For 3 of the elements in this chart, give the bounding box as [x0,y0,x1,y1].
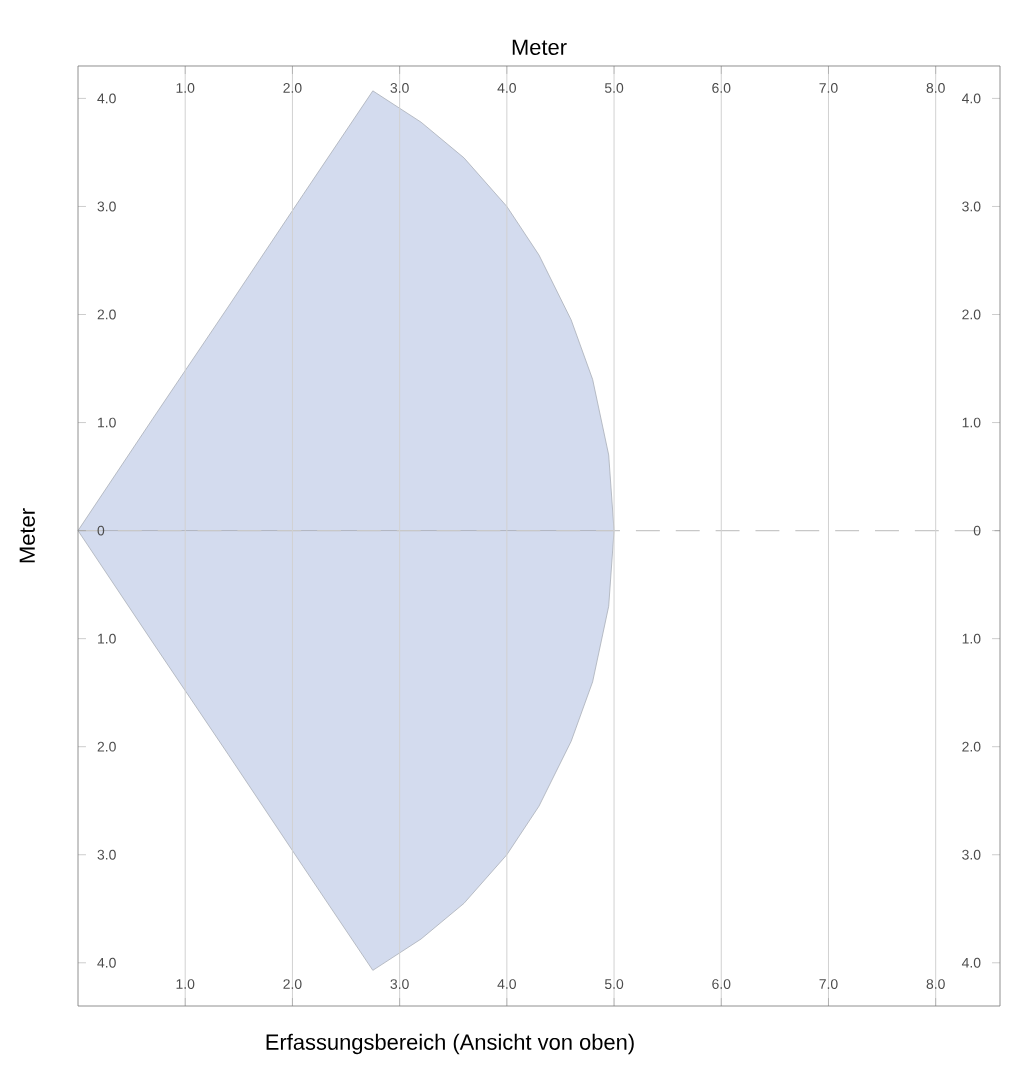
x2-axis-title: Meter [512,39,567,55]
text: Erfassungsbereich (Ansicht von oben) [266,1033,634,1055]
y-axis-title: Meter [19,508,35,563]
